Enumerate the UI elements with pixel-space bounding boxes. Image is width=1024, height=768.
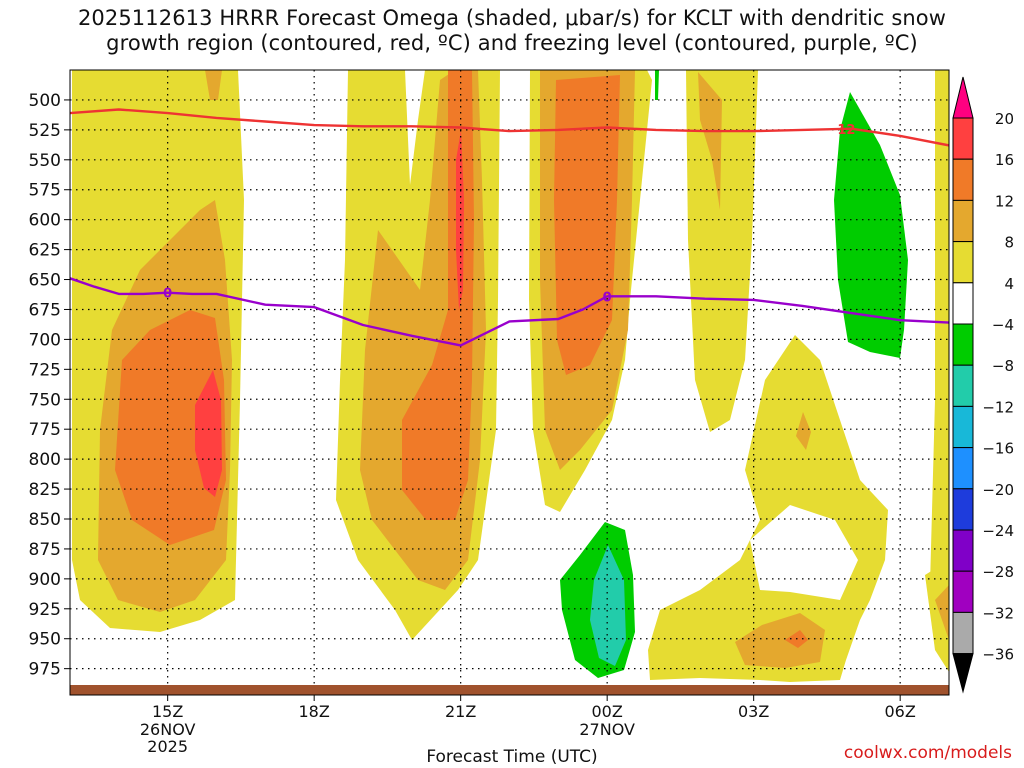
freezing-level-contour-0c-label: 0 [603, 290, 612, 305]
omega-region-8 [796, 412, 811, 450]
colorbar-bottom-arrow [952, 653, 974, 694]
chart-title-line1: 2025112613 HRRR Forecast Omega (shaded, … [77, 6, 947, 30]
colorbar-band [952, 199, 974, 243]
y-tick-label: 875 [29, 540, 61, 560]
colorbar-label: −28 [982, 563, 1014, 581]
y-tick-label: 825 [29, 480, 61, 500]
colorbar-label: 12 [995, 192, 1014, 210]
colorbar-label: −8 [992, 357, 1014, 375]
y-tick-label: 900 [29, 570, 61, 590]
freezing-level-contour-0c [70, 277, 949, 347]
credit-link[interactable]: coolwx.com/models [843, 743, 1012, 763]
y-tick-label: 750 [29, 390, 61, 410]
x-tick-label: 06Z [885, 702, 916, 721]
x-tick-label: 00Z [592, 702, 623, 721]
colorbar-band [952, 405, 974, 449]
y-tick-label: 575 [29, 181, 61, 201]
colorbar-label: −4 [992, 316, 1014, 334]
omega-region-4 [925, 560, 949, 672]
plot-frame [69, 69, 950, 696]
dgz-contour-12c-label: 12 [837, 123, 855, 138]
colorbar-band [952, 323, 974, 366]
pressure-axis: 500 525 550 575 600 625 650 675 700 725 750 775 800 8… [29, 91, 70, 680]
y-tick-label: 775 [29, 420, 61, 440]
colorbar-band [952, 447, 974, 490]
colorbar-label: −12 [982, 398, 1014, 416]
dgz-contour-12c [70, 108, 949, 147]
y-tick-label: 600 [29, 211, 61, 231]
omega-region-neg12 [590, 545, 626, 666]
contour-lines: 12 0 0 [70, 108, 949, 347]
y-tick-label: 925 [29, 600, 61, 620]
omega-region-8 [698, 72, 722, 210]
omega-region-4 [930, 70, 949, 600]
colorbar-label: −20 [982, 481, 1014, 499]
x-tick-date: 27NOV [579, 720, 635, 739]
y-tick-label: 700 [29, 330, 61, 350]
omega-region-neg8 [655, 70, 659, 100]
ground-terrain-band [70, 685, 949, 695]
omega-region-8-top [205, 70, 222, 100]
colorbar-band [952, 570, 974, 613]
y-tick-label: 850 [29, 510, 61, 530]
omega-region-8 [735, 613, 825, 668]
colorbar-band [952, 611, 974, 655]
x-tick-label: 03Z [738, 702, 769, 721]
y-tick-label: 525 [29, 121, 61, 141]
colorbar-band [952, 117, 974, 160]
y-tick-label: 500 [29, 91, 61, 111]
y-tick-label: 725 [29, 360, 61, 380]
y-tick-label: 975 [29, 660, 61, 680]
x-tick-year: 2025 [147, 737, 188, 756]
y-tick-label: 550 [29, 151, 61, 171]
y-tick-label: 650 [29, 271, 61, 291]
x-tick-date: 26NOV [140, 720, 196, 739]
colorbar-band [952, 282, 974, 325]
omega-shading [70, 70, 949, 695]
colorbar-label: −16 [982, 440, 1014, 458]
colorbar-label: −36 [982, 646, 1014, 664]
y-tick-label: 675 [29, 300, 61, 320]
omega-region-12 [554, 75, 620, 375]
omega-region-16 [195, 370, 222, 497]
freezing-level-contour-0c-label: 0 [163, 287, 172, 302]
y-tick-label: 625 [29, 241, 61, 261]
colorbar-top-arrow [952, 76, 974, 119]
colorbar-band [952, 364, 974, 407]
x-tick-label: 15Z [152, 702, 183, 721]
omega-region-white [750, 505, 858, 600]
y-tick-label: 950 [29, 630, 61, 650]
chart-title-line2: growth region (contoured, red, ºC) and f… [106, 31, 918, 55]
omega-region-4 [686, 70, 758, 432]
omega-region-neg8 [834, 92, 908, 358]
y-tick-label: 800 [29, 450, 61, 470]
colorbar-band [952, 241, 974, 284]
x-axis-label: Forecast Time (UTC) [426, 747, 598, 767]
colorbar-label: 8 [1004, 234, 1014, 252]
colorbar-band [952, 529, 974, 572]
x-tick-label: 21Z [445, 702, 476, 721]
omega-region-8 [935, 585, 949, 640]
colorbar-label: −24 [982, 522, 1014, 540]
colorbar-label: 20 [995, 110, 1014, 128]
colorbar-label: 4 [1004, 275, 1014, 293]
x-tick-label: 18Z [299, 702, 330, 721]
colorbar-label: 16 [995, 151, 1014, 169]
colorbar-label: −32 [982, 604, 1014, 622]
colorbar-band [952, 158, 974, 201]
colorbar-band [952, 488, 974, 531]
colorbar: 20 16 12 8 4 −4 −8 −12 −16 −20 −24 −28 −32 −36 [952, 76, 1014, 694]
